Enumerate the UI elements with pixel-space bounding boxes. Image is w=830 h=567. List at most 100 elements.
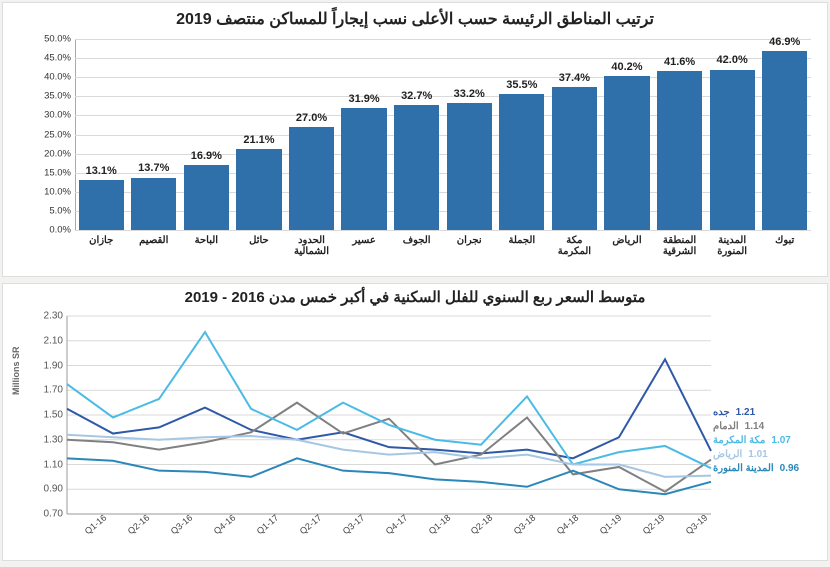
bar-value-label: 35.5%	[496, 79, 549, 91]
bar-column: 27.0%	[285, 39, 338, 230]
bar-value-label: 13.1%	[75, 165, 128, 177]
line-chart-title: متوسط السعر ربع السنوي للفلل السكنية في …	[3, 284, 827, 306]
line-svg	[67, 316, 711, 514]
line-chart-panel: متوسط السعر ربع السنوي للفلل السكنية في …	[2, 283, 828, 561]
bar-ytick: 50.0%	[37, 34, 71, 45]
legend-name: جده	[713, 407, 730, 418]
bar-value-label: 42.0%	[706, 54, 759, 66]
bar-value-label: 41.6%	[653, 56, 706, 68]
bar-value-label: 31.9%	[338, 93, 391, 105]
line-ytick: 1.10	[27, 459, 63, 470]
bar-column: 40.2%	[601, 39, 654, 230]
bar-xlabel: المدينة المنورة	[706, 233, 759, 261]
bar-value-label: 13.7%	[127, 162, 180, 174]
bar-column: 21.1%	[233, 39, 286, 230]
bar-value-label: 33.2%	[443, 88, 496, 100]
bar-xlabel: نجران	[443, 233, 496, 261]
line-ytick: 1.90	[27, 360, 63, 371]
bar-ytick: 25.0%	[37, 129, 71, 140]
bar-rect	[131, 178, 176, 230]
line-ytick: 1.50	[27, 410, 63, 421]
line-plot: Millions SR 0.700.901.101.301.501.701.90…	[67, 316, 711, 514]
bar-ytick: 30.0%	[37, 110, 71, 121]
y-axis-unit-label: Millions SR	[11, 347, 21, 396]
bar-column: 37.4%	[548, 39, 601, 230]
bar-xlabel: الرياض	[601, 233, 654, 261]
bar-rect	[394, 105, 439, 230]
bar-rect	[341, 108, 386, 230]
bar-value-label: 27.0%	[285, 112, 338, 124]
bar-rect	[447, 103, 492, 230]
bar-column: 31.9%	[338, 39, 391, 230]
line-ytick: 0.70	[27, 509, 63, 520]
line-chart-area: Millions SR 0.70 0.90 1.10 1.30 1.50 1.70 1.90…	[9, 306, 821, 548]
bar-ytick: 35.0%	[37, 91, 71, 102]
line-ytick: 2.10	[27, 335, 63, 346]
bar-rect	[79, 180, 124, 230]
line-ytick: 1.30	[27, 434, 63, 445]
bar-plot: 46.9% 42.0%41.6%40.2%37.4%35.5%33.2%32.7%…	[75, 39, 811, 231]
bar-xlabel: عسير	[338, 233, 391, 261]
bar-column: 41.6%	[653, 39, 706, 230]
bar-ytick: 40.0%	[37, 72, 71, 83]
line-ytick: 0.90	[27, 484, 63, 495]
bar-column: 13.1%	[75, 39, 128, 230]
legend-item: المدينة المنورة0.96	[713, 463, 817, 474]
legend-value: 1.14	[745, 421, 771, 432]
bar-rect	[604, 76, 649, 230]
bar-xlabel: حائل	[233, 233, 286, 261]
bar-ytick: 5.0%	[37, 205, 71, 216]
bar-xlabel: المنطقة الشرقية	[653, 233, 706, 261]
bar-column: 13.7%	[127, 39, 180, 230]
bar-xlabel: الجملة	[496, 233, 549, 261]
bar-xlabel: الجوف	[390, 233, 443, 261]
bar-chart-panel: ترتيب المناطق الرئيسة حسب الأعلى نسب إيج…	[2, 2, 828, 277]
bar-value-label: 37.4%	[548, 72, 601, 84]
bar-rect	[289, 127, 334, 230]
bar-ytick: 20.0%	[37, 148, 71, 159]
line-ytick: 1.70	[27, 385, 63, 396]
bar-rect	[184, 165, 229, 230]
bar-value-label: 21.1%	[233, 134, 286, 146]
bar-xaxis: تبوكالمدينة المنورةالمنطقة الشرقيةالرياض…	[75, 233, 811, 261]
legend-name: المدينة المنورة	[713, 463, 774, 474]
bar-chart-title: ترتيب المناطق الرئيسة حسب الأعلى نسب إيج…	[3, 3, 827, 31]
bar-rect	[762, 51, 807, 230]
legend-item: جده1.21	[713, 407, 817, 418]
bar-column: 16.9%	[180, 39, 233, 230]
bar-xlabel: جازان	[75, 233, 128, 261]
bar-rect	[499, 94, 544, 230]
bar-rect	[710, 70, 755, 230]
line-xaxis: Q1-16Q2-16Q3-16Q4-16Q1-17Q2-17Q3-17Q4-17…	[67, 516, 711, 548]
legend-value: 1.07	[771, 435, 797, 446]
bar-ytick: 15.0%	[37, 167, 71, 178]
bar-column: 42.0%	[706, 39, 759, 230]
legend-item: الرياض1.01	[713, 449, 817, 460]
bar-column: 35.5%	[496, 39, 549, 230]
bar-ytick: 0.0%	[37, 225, 71, 236]
bar-xlabel: تبوك	[758, 233, 811, 261]
bar-column: 32.7%	[390, 39, 443, 230]
bar-ytick: 10.0%	[37, 186, 71, 197]
legend-item: الدمام 1.14	[713, 421, 817, 432]
legend-item: مكة المكرمة 1.07	[713, 435, 817, 446]
legend-name: مكة المكرمة	[713, 435, 765, 446]
bar-xlabel: القصيم	[127, 233, 180, 261]
bar-value-label: 40.2%	[601, 61, 654, 73]
bar-value-label: 32.7%	[390, 90, 443, 102]
bar-column: 46.9%	[758, 39, 811, 230]
line-legend: جده1.21 الدمام 1.14 مكة المكرمة 1.07 الرياض1.…	[713, 407, 817, 474]
bar-value-label: 16.9%	[180, 150, 233, 162]
bar-rect	[236, 149, 281, 230]
bar-xlabel: مكة المكرمة	[548, 233, 601, 261]
legend-name: الرياض	[713, 449, 742, 460]
bar-chart-area: 46.9% 42.0%41.6%40.2%37.4%35.5%33.2%32.7%…	[41, 31, 817, 261]
bar-columns: 46.9% 42.0%41.6%40.2%37.4%35.5%33.2%32.7%…	[75, 39, 811, 230]
bar-gridline	[75, 230, 811, 231]
legend-name: الدمام	[713, 421, 739, 432]
bar-value-label: 46.9%	[758, 36, 811, 48]
bar-xlabel: الباحة	[180, 233, 233, 261]
bar-xlabel: الحدود الشمالية	[285, 233, 338, 261]
bar-rect	[657, 71, 702, 230]
bar-ytick: 45.0%	[37, 53, 71, 64]
